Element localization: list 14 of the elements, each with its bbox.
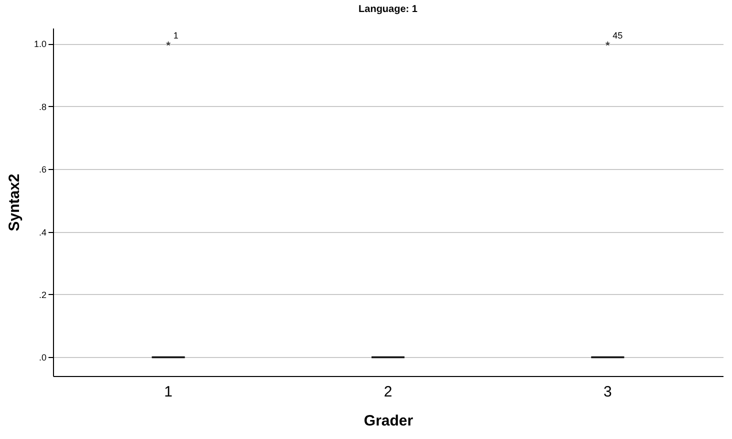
x-axis-title: Grader <box>364 412 414 430</box>
y-tick-label: 1.0 <box>34 39 46 50</box>
y-tick-label: .4 <box>38 227 46 238</box>
annotation: 1 <box>173 30 178 41</box>
x-tick-label: 3 <box>604 384 612 400</box>
x-tick-label: 1 <box>164 384 172 400</box>
y-tick-label: .8 <box>38 102 46 112</box>
y-tick-label: .2 <box>38 290 46 300</box>
y-tick-label: .6 <box>38 164 46 175</box>
y-axis-title: Syntax2 <box>6 174 23 232</box>
annotation: 45 <box>612 30 623 41</box>
y-tick-label: .0 <box>38 352 46 363</box>
chart-title: Language: 1 <box>358 4 418 15</box>
x-tick-label: 2 <box>384 384 392 400</box>
